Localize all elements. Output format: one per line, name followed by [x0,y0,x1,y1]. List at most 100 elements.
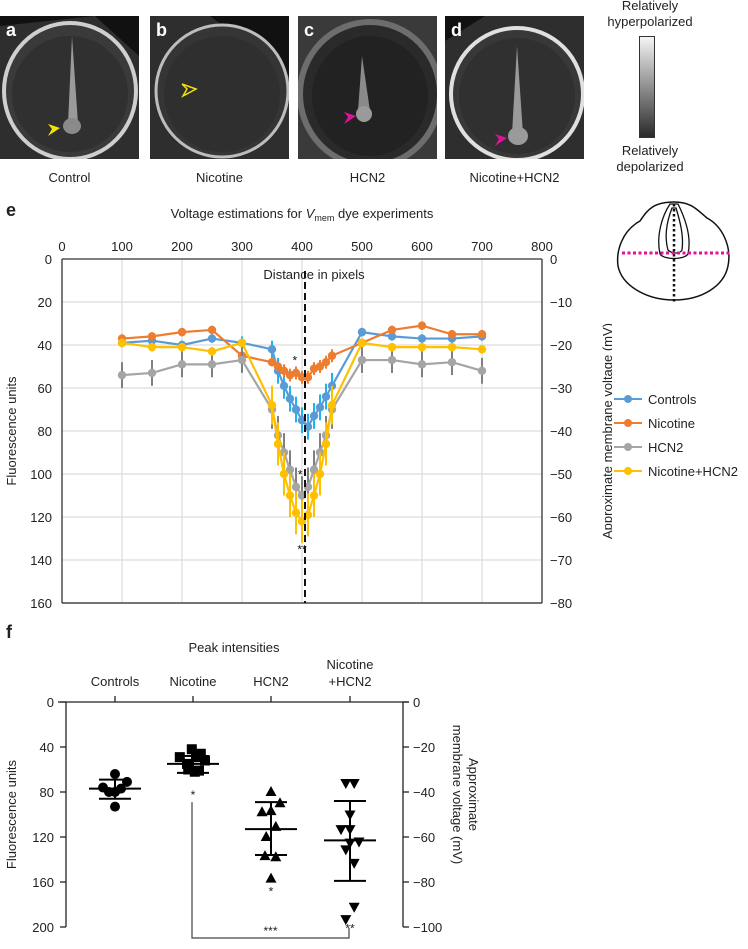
embryo-nicotine-hcn2-image [445,16,584,159]
category-label: Controls [91,674,140,689]
panel-letter-f: f [6,622,12,642]
significance-marker: * [292,353,297,367]
group-hcn2 [245,786,297,883]
data-point [273,362,283,371]
scale-top-line2: hyperpolarized [607,14,693,29]
data-point [357,355,367,365]
data-point [260,831,272,841]
data-point [273,439,283,449]
y-tick-label: 20 [38,295,52,310]
data-point [309,491,319,500]
y2-axis-label: Approximate [466,758,481,831]
data-point [285,394,295,403]
open-arrow-icon [181,83,198,98]
x-tick-label: 800 [531,239,553,254]
panel-a-image: a [0,16,139,159]
y2-tick-label: −100 [413,920,442,935]
data-point [285,465,295,474]
arrow-icon [495,134,507,146]
significance-marker: * [191,788,196,802]
data-point [340,845,352,856]
chart-legend: Controls Nicotine HCN2 Nicotine+HCN2 [614,387,738,483]
y-tick-label: 160 [30,596,52,611]
legend-item-controls: Controls [614,387,738,411]
y-tick-label: 160 [32,875,54,890]
data-point [256,806,268,817]
y2-tick-label: 0 [413,695,420,710]
data-point [279,469,289,479]
scale-bottom-line1: Relatively [621,143,679,158]
group-controls [89,769,141,812]
panel-letter-e: e [6,200,17,220]
data-point [110,769,120,779]
data-point [327,351,337,360]
data-point [335,825,347,836]
chart-title: Voltage estimations for Vmem dye experim… [171,206,434,223]
data-point [291,368,301,378]
data-point [291,508,301,517]
data-point [417,342,427,352]
x-axis-label: Distance in pixels [263,267,365,282]
data-point [177,342,187,352]
embryo-hcn2-image [298,16,437,159]
arrow-icon [344,112,356,124]
y-tick-label: 80 [40,785,54,800]
data-point [315,362,325,371]
data-point [117,370,127,380]
y-tick-label: 120 [30,510,52,525]
category-label: Nicotine [170,674,217,689]
y2-tick-label: 0 [550,252,557,267]
data-point [147,342,157,352]
y2-tick-label: −30 [550,381,572,396]
data-point [315,469,325,479]
group-nicotine-hcn2 [324,779,376,926]
y-axis-label: Fluorescence units [4,376,19,486]
legend-swatch [614,466,642,476]
panel-letter: b [156,20,167,40]
category-label: Nicotine [327,657,374,672]
data-point [417,321,427,330]
data-point [147,368,157,378]
data-point [477,345,487,354]
y2-tick-label: −80 [413,875,435,890]
y2-tick-label: −40 [413,785,435,800]
data-point [291,405,301,414]
comparison-bracket [191,802,350,939]
data-point [387,325,397,335]
y-tick-label: 140 [30,553,52,568]
data-point [194,765,204,776]
y-tick-label: 200 [32,920,54,935]
x-tick-label: 600 [411,239,433,254]
data-point [267,345,277,354]
legend-swatch [614,418,642,428]
significance-marker: * [269,885,274,899]
data-point [387,355,397,365]
data-point [340,779,352,789]
data-point [200,755,210,766]
line-chart: Voltage estimations for Vmem dye experim… [4,206,612,611]
data-point [207,360,217,369]
data-point [122,776,132,787]
data-point [285,491,295,500]
data-point [183,764,194,775]
data-point [237,355,247,365]
y2-tick-label: −80 [550,596,572,611]
data-point [309,465,319,474]
y-tick-label: 40 [38,338,52,353]
data-point [357,327,367,337]
x-tick-label: 700 [471,239,493,254]
grayscale-colorbar [639,36,655,138]
data-point [477,330,487,339]
data-point [348,902,360,913]
data-point [447,358,457,367]
embryo-schematic-diagram [616,201,730,302]
x-tick-label: 500 [351,239,373,254]
data-point [340,915,352,926]
data-point [348,779,360,789]
data-point [195,748,206,759]
data-point [291,482,301,492]
data-point [353,837,365,848]
significance-marker: ** [297,543,307,557]
data-point [327,401,337,410]
data-point [321,358,331,367]
